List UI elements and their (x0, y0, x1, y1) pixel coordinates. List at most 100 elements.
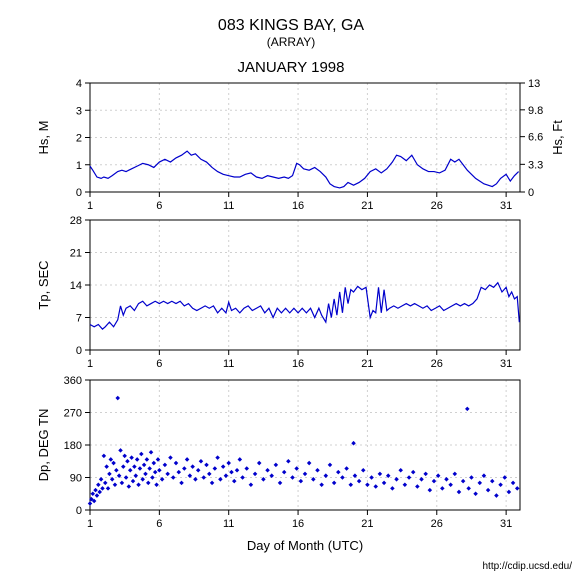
series-marker (432, 479, 437, 484)
series-marker (238, 457, 243, 462)
ytick-label: 0 (76, 187, 82, 199)
series-marker (102, 454, 107, 459)
series-marker (473, 491, 478, 496)
series-marker (201, 475, 206, 480)
series-marker (99, 477, 104, 482)
xtick-label: 1 (87, 200, 93, 212)
series-marker (120, 481, 125, 486)
title-sub: (ARRAY) (267, 35, 315, 49)
series-marker (128, 468, 133, 473)
series-marker (315, 468, 320, 473)
series-marker (307, 461, 312, 466)
series-marker (440, 486, 445, 491)
series-marker (319, 482, 324, 487)
series-marker (193, 477, 198, 482)
series-marker (114, 468, 119, 473)
series-marker (118, 448, 123, 453)
series-marker (142, 463, 147, 468)
series-marker (486, 488, 491, 493)
xtick-label: 11 (223, 518, 234, 530)
series-marker (344, 466, 349, 471)
series-marker (423, 472, 428, 477)
series-marker (221, 464, 226, 469)
series-marker (235, 468, 240, 473)
series-marker (494, 493, 499, 498)
series-marker (328, 463, 333, 468)
series-marker (213, 466, 218, 471)
ytick-label: 360 (64, 375, 82, 387)
xtick-label: 1 (87, 518, 93, 530)
series-marker (349, 482, 354, 487)
series-marker (154, 482, 159, 487)
ytick-label: 7 (76, 313, 82, 325)
series-marker (461, 479, 466, 484)
series-marker (378, 472, 383, 477)
series-marker (207, 472, 212, 477)
series-marker (498, 482, 503, 487)
series-line (90, 283, 519, 329)
series-marker (124, 475, 129, 480)
series-marker (444, 477, 449, 482)
series-marker (121, 464, 126, 469)
series-marker (361, 468, 366, 473)
series-marker (125, 459, 130, 464)
series-marker (97, 490, 102, 495)
series-marker (127, 484, 132, 489)
ylabel-left: Tp, SEC (36, 260, 51, 309)
series-marker (163, 463, 168, 468)
series-marker (215, 455, 220, 460)
xtick-label: 6 (156, 200, 162, 212)
series-marker (336, 470, 341, 475)
ytick-label: 270 (64, 408, 82, 420)
ytick-label: 21 (70, 248, 82, 260)
series-marker (382, 481, 387, 486)
series-marker (190, 464, 195, 469)
series-marker (171, 475, 176, 480)
series-marker (135, 457, 140, 462)
series-marker (511, 481, 516, 486)
xtick-label: 1 (87, 358, 93, 370)
series-marker (394, 477, 399, 482)
series-marker (204, 463, 209, 468)
ytick-label-right: 13 (528, 78, 540, 90)
series-marker (106, 486, 111, 491)
series-marker (332, 481, 337, 486)
series-marker (411, 470, 416, 475)
series-marker (179, 481, 184, 486)
series-marker (132, 464, 137, 469)
series-marker (407, 475, 412, 480)
series-marker (286, 459, 291, 464)
source-url: http://cdip.ucsd.edu/ (482, 561, 572, 572)
series-marker (185, 457, 190, 462)
xtick-label: 21 (361, 358, 373, 370)
series-marker (115, 396, 120, 401)
series-marker (457, 490, 462, 495)
series-marker (369, 475, 374, 480)
xtick-label: 26 (431, 200, 443, 212)
series-marker (229, 470, 234, 475)
series-marker (165, 472, 170, 477)
series-marker (157, 468, 162, 473)
series-marker (96, 482, 101, 487)
series-marker (88, 501, 93, 506)
series-marker (91, 491, 96, 496)
series-marker (93, 488, 98, 493)
series-marker (109, 457, 114, 462)
series-marker (146, 481, 151, 486)
series-marker (226, 461, 231, 466)
ytick-label: 2 (76, 133, 82, 145)
series-marker (122, 454, 127, 459)
series-marker (240, 475, 245, 480)
series-marker (103, 481, 108, 486)
series-marker (469, 475, 474, 480)
series-marker (139, 452, 144, 457)
series-marker (150, 475, 155, 480)
ylabel-left: Hs, M (36, 121, 51, 155)
ytick-label: 4 (76, 78, 82, 90)
series-marker (129, 455, 134, 460)
series-marker (210, 481, 215, 486)
series-marker (244, 466, 249, 471)
series-marker (136, 482, 141, 487)
series-marker (466, 486, 471, 491)
series-marker (138, 466, 143, 471)
